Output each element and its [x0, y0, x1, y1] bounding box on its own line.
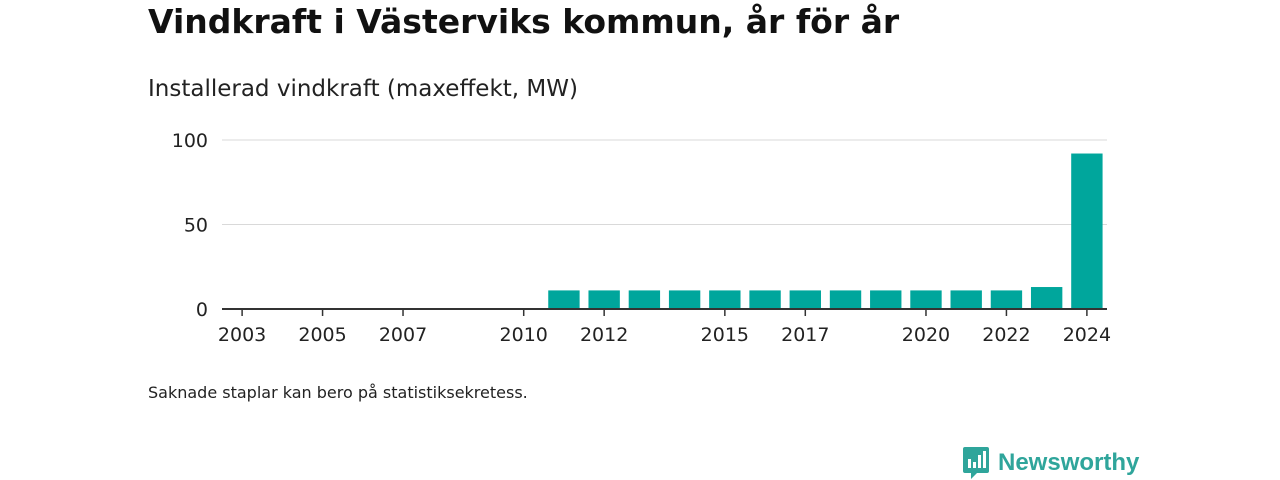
bar-2016 — [749, 290, 781, 309]
bar-2017 — [789, 290, 821, 309]
x-tick-label: 2017 — [781, 324, 829, 346]
x-tick-label: 2024 — [1063, 324, 1111, 346]
footnote: Saknade staplar kan bero på statistiksek… — [148, 383, 528, 402]
bar-2021 — [950, 290, 982, 309]
chart-title: Vindkraft i Västerviks kommun, år för år — [148, 2, 900, 41]
bar-2018 — [829, 290, 862, 309]
chart-subtitle: Installerad vindkraft (maxeffekt, MW) — [148, 76, 578, 102]
y-tick-label: 0 — [196, 299, 208, 321]
x-tick-label: 2022 — [982, 324, 1030, 346]
bar-2011 — [548, 290, 580, 309]
bar-2022 — [990, 290, 1023, 309]
newsworthy-logo-icon — [963, 447, 989, 479]
bar-2020 — [910, 290, 942, 309]
y-axis-tick-labels: 0 50 100 — [172, 130, 208, 321]
newsworthy-brand[interactable]: Newsworthy — [962, 446, 1139, 480]
y-tick-label: 100 — [172, 130, 208, 152]
x-tick-label: 2007 — [379, 324, 427, 346]
x-tick-label: 2012 — [580, 324, 628, 346]
bar-2015 — [709, 290, 741, 309]
x-tick-label: 2020 — [902, 324, 950, 346]
x-tick-label: 2010 — [500, 324, 548, 346]
bar-2023 — [1030, 287, 1063, 309]
x-tick-label: 2003 — [218, 324, 266, 346]
bar-2019 — [870, 290, 902, 309]
x-axis-tick-labels: 2003 2005 2007 2010 2012 2015 2017 2020 2022 2024 — [218, 309, 1111, 346]
bar-2014 — [668, 290, 701, 309]
bar-2013 — [628, 290, 661, 309]
x-tick-label: 2005 — [298, 324, 346, 346]
bar-2024 — [1071, 153, 1103, 309]
gridlines — [222, 139, 1107, 225]
brand-name: Newsworthy — [998, 449, 1140, 476]
bars — [548, 153, 1103, 309]
y-tick-label: 50 — [184, 215, 208, 237]
bar-2012 — [588, 290, 620, 309]
x-tick-label: 2015 — [701, 324, 749, 346]
